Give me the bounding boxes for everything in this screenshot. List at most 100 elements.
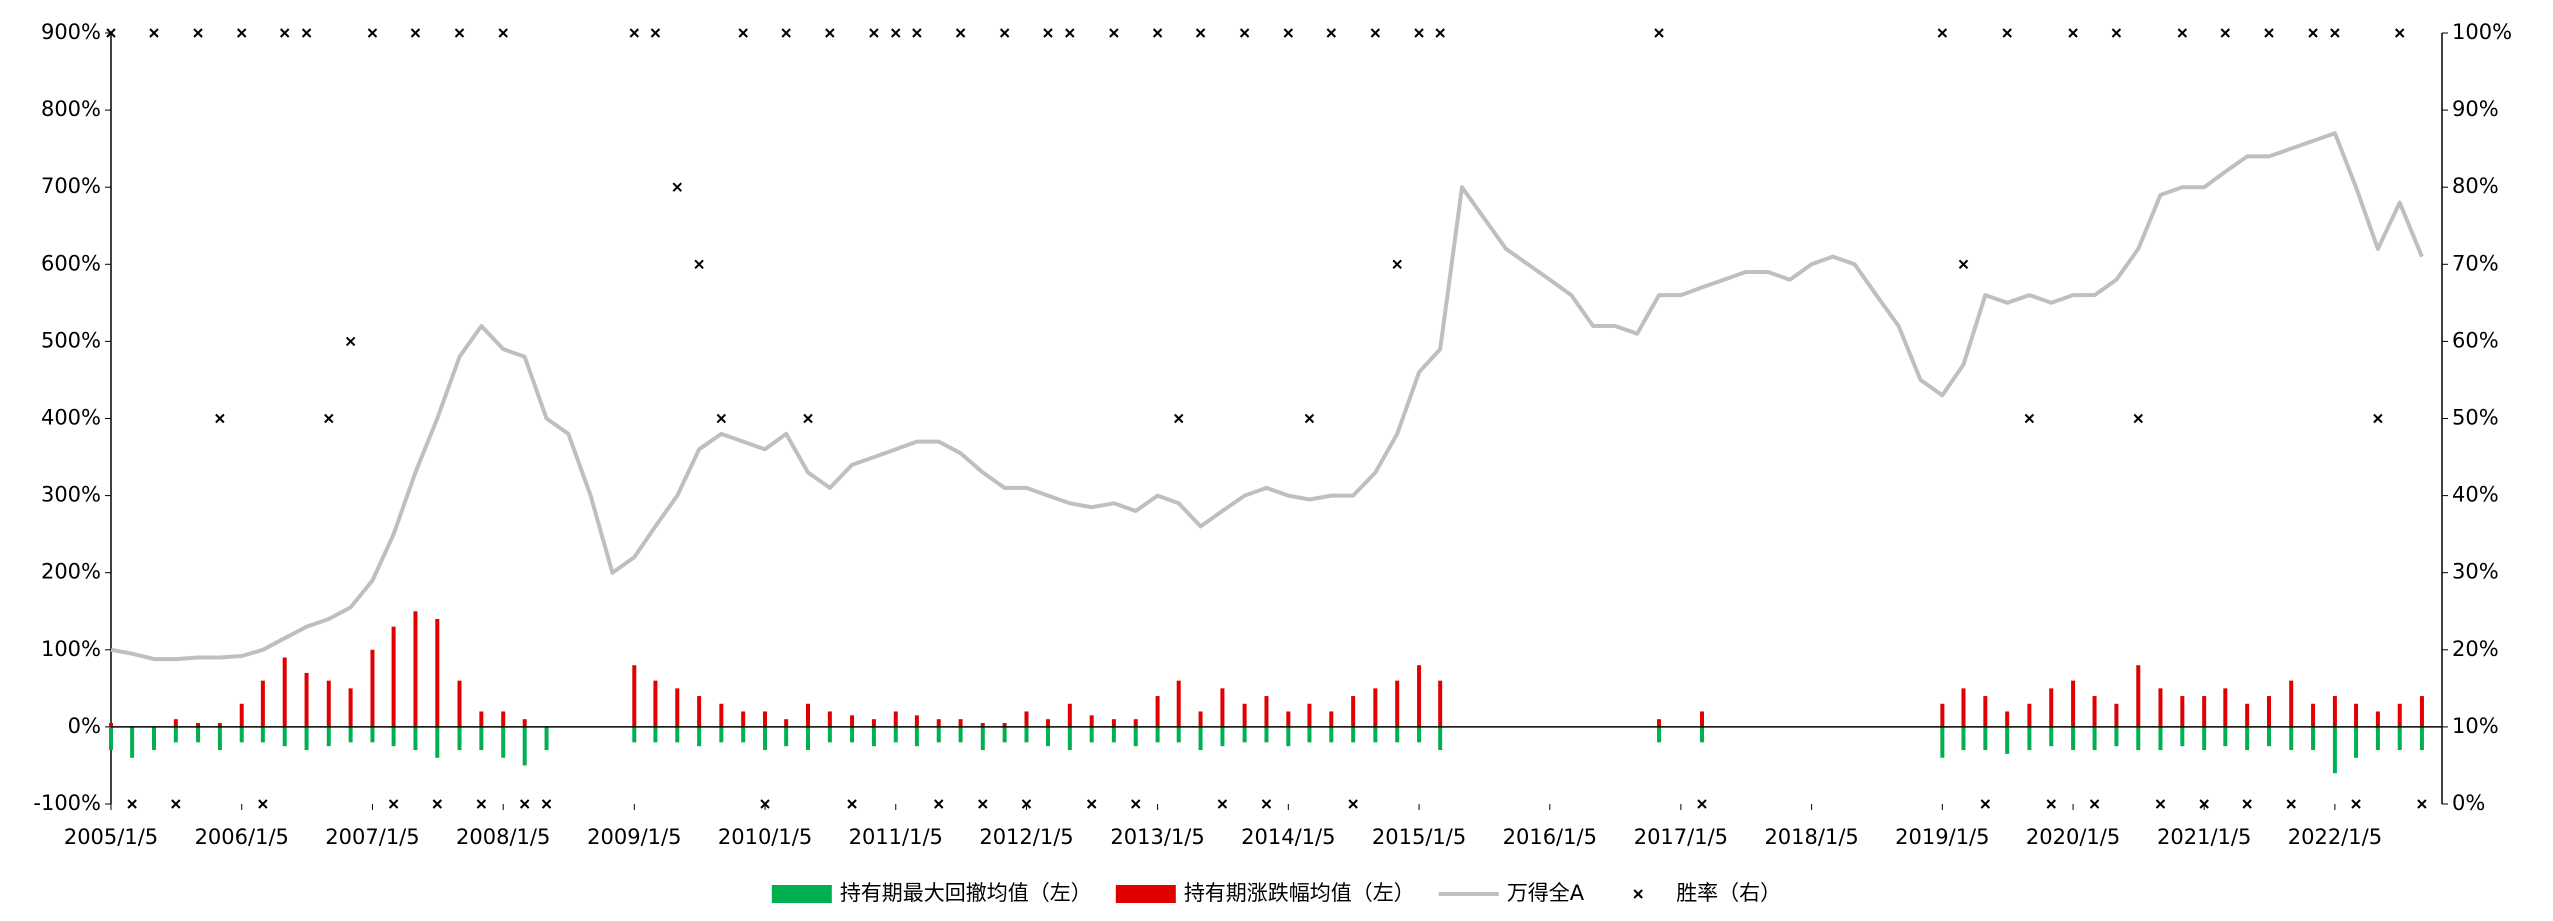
bar: [1983, 696, 1988, 727]
bar: [2027, 703, 2032, 727]
bar: [2092, 696, 2097, 727]
bar: [2397, 726, 2402, 751]
bar: [980, 723, 985, 727]
bar: [109, 726, 113, 751]
bar: [1700, 711, 1705, 727]
marker: [1958, 259, 1969, 270]
line: [110, 131, 2424, 662]
marker: [999, 28, 1010, 38]
marker: [760, 799, 770, 809]
marker: [2133, 413, 2143, 424]
x-tick-label: 2015/1/5: [1372, 825, 1466, 849]
bar: [2092, 726, 2097, 751]
bar: [2071, 726, 2076, 751]
bar: [2180, 726, 2185, 747]
bar: [2049, 688, 2054, 727]
marker: [1304, 413, 1315, 424]
bar: [1940, 726, 1945, 758]
bar: [109, 723, 113, 727]
y2-tick-label: 40%: [2452, 483, 2499, 507]
bar: [1351, 726, 1356, 743]
y-tick-label: -100%: [33, 791, 101, 815]
marker: [476, 799, 487, 809]
x-tick-label: 2020/1/5: [2026, 825, 2120, 849]
x-tick-label: 2019/1/5: [1895, 825, 1989, 849]
bar: [1089, 726, 1094, 743]
marker: [215, 413, 225, 424]
marker: [2373, 413, 2383, 424]
marker: [1239, 28, 1250, 38]
marker: [1435, 28, 1445, 38]
marker: [410, 28, 421, 38]
y-tick-label: 700%: [41, 174, 101, 198]
bar: [914, 715, 919, 727]
bar: [1045, 719, 1050, 727]
marker: [127, 799, 137, 809]
bar: [348, 726, 353, 743]
marker: [367, 28, 378, 38]
bar: [1002, 726, 1007, 743]
marker: [345, 336, 356, 347]
bar: [2332, 726, 2337, 774]
marker: [2068, 28, 2078, 38]
bar: [1242, 726, 1247, 743]
bar: [1176, 680, 1181, 727]
bar: [522, 719, 527, 727]
x-tick-label: 2008/1/5: [456, 825, 550, 849]
bar: [196, 726, 201, 743]
marker: [934, 799, 944, 809]
x-tick-label: 2018/1/5: [1764, 825, 1858, 849]
marker: [541, 799, 552, 809]
marker: [171, 799, 181, 809]
bar: [936, 719, 941, 727]
marker: [847, 799, 857, 809]
marker: [672, 182, 682, 192]
bar: [675, 688, 680, 727]
marker: [1217, 799, 1228, 809]
bar: [871, 726, 876, 747]
bar: [806, 726, 811, 751]
bar: [827, 711, 832, 727]
bar: [282, 657, 287, 727]
bar: [130, 726, 135, 758]
bar: [893, 711, 898, 727]
marker: [106, 28, 116, 38]
bar: [1111, 719, 1116, 727]
bar: [457, 680, 462, 727]
marker: [519, 799, 530, 809]
bar: [217, 726, 222, 751]
bar: [1417, 726, 1422, 743]
marker: [2330, 28, 2340, 38]
bar: [2332, 696, 2337, 727]
x-tick-label: 2012/1/5: [979, 825, 1073, 849]
y-tick-label: 600%: [41, 251, 101, 275]
bar: [1307, 726, 1312, 743]
bar: [2245, 726, 2250, 751]
bar: [2311, 726, 2316, 751]
marker: [825, 28, 835, 38]
x-tick-label: 2006/1/5: [195, 825, 289, 849]
marker: [324, 413, 334, 424]
bar: [2027, 726, 2032, 751]
x-tick-label: 2010/1/5: [718, 825, 812, 849]
legend-swatch: [1633, 889, 1643, 899]
bar: [326, 680, 331, 727]
bar: [2049, 726, 2054, 747]
marker: [955, 28, 966, 38]
bar: [2136, 726, 2141, 751]
marker: [2264, 28, 2274, 38]
bar: [827, 726, 832, 743]
bar: [1307, 703, 1312, 727]
marker: [1174, 413, 1184, 424]
bar: [2114, 703, 2119, 727]
marker: [1980, 799, 1991, 809]
bar: [348, 688, 353, 727]
marker: [149, 28, 159, 38]
y2-tick-label: 80%: [2452, 174, 2499, 198]
marker: [432, 799, 443, 809]
y2-tick-label: 60%: [2452, 328, 2499, 352]
marker: [2395, 28, 2405, 38]
x-tick-label: 2007/1/5: [325, 825, 419, 849]
bar: [1657, 719, 1662, 727]
bar: [1067, 703, 1072, 727]
